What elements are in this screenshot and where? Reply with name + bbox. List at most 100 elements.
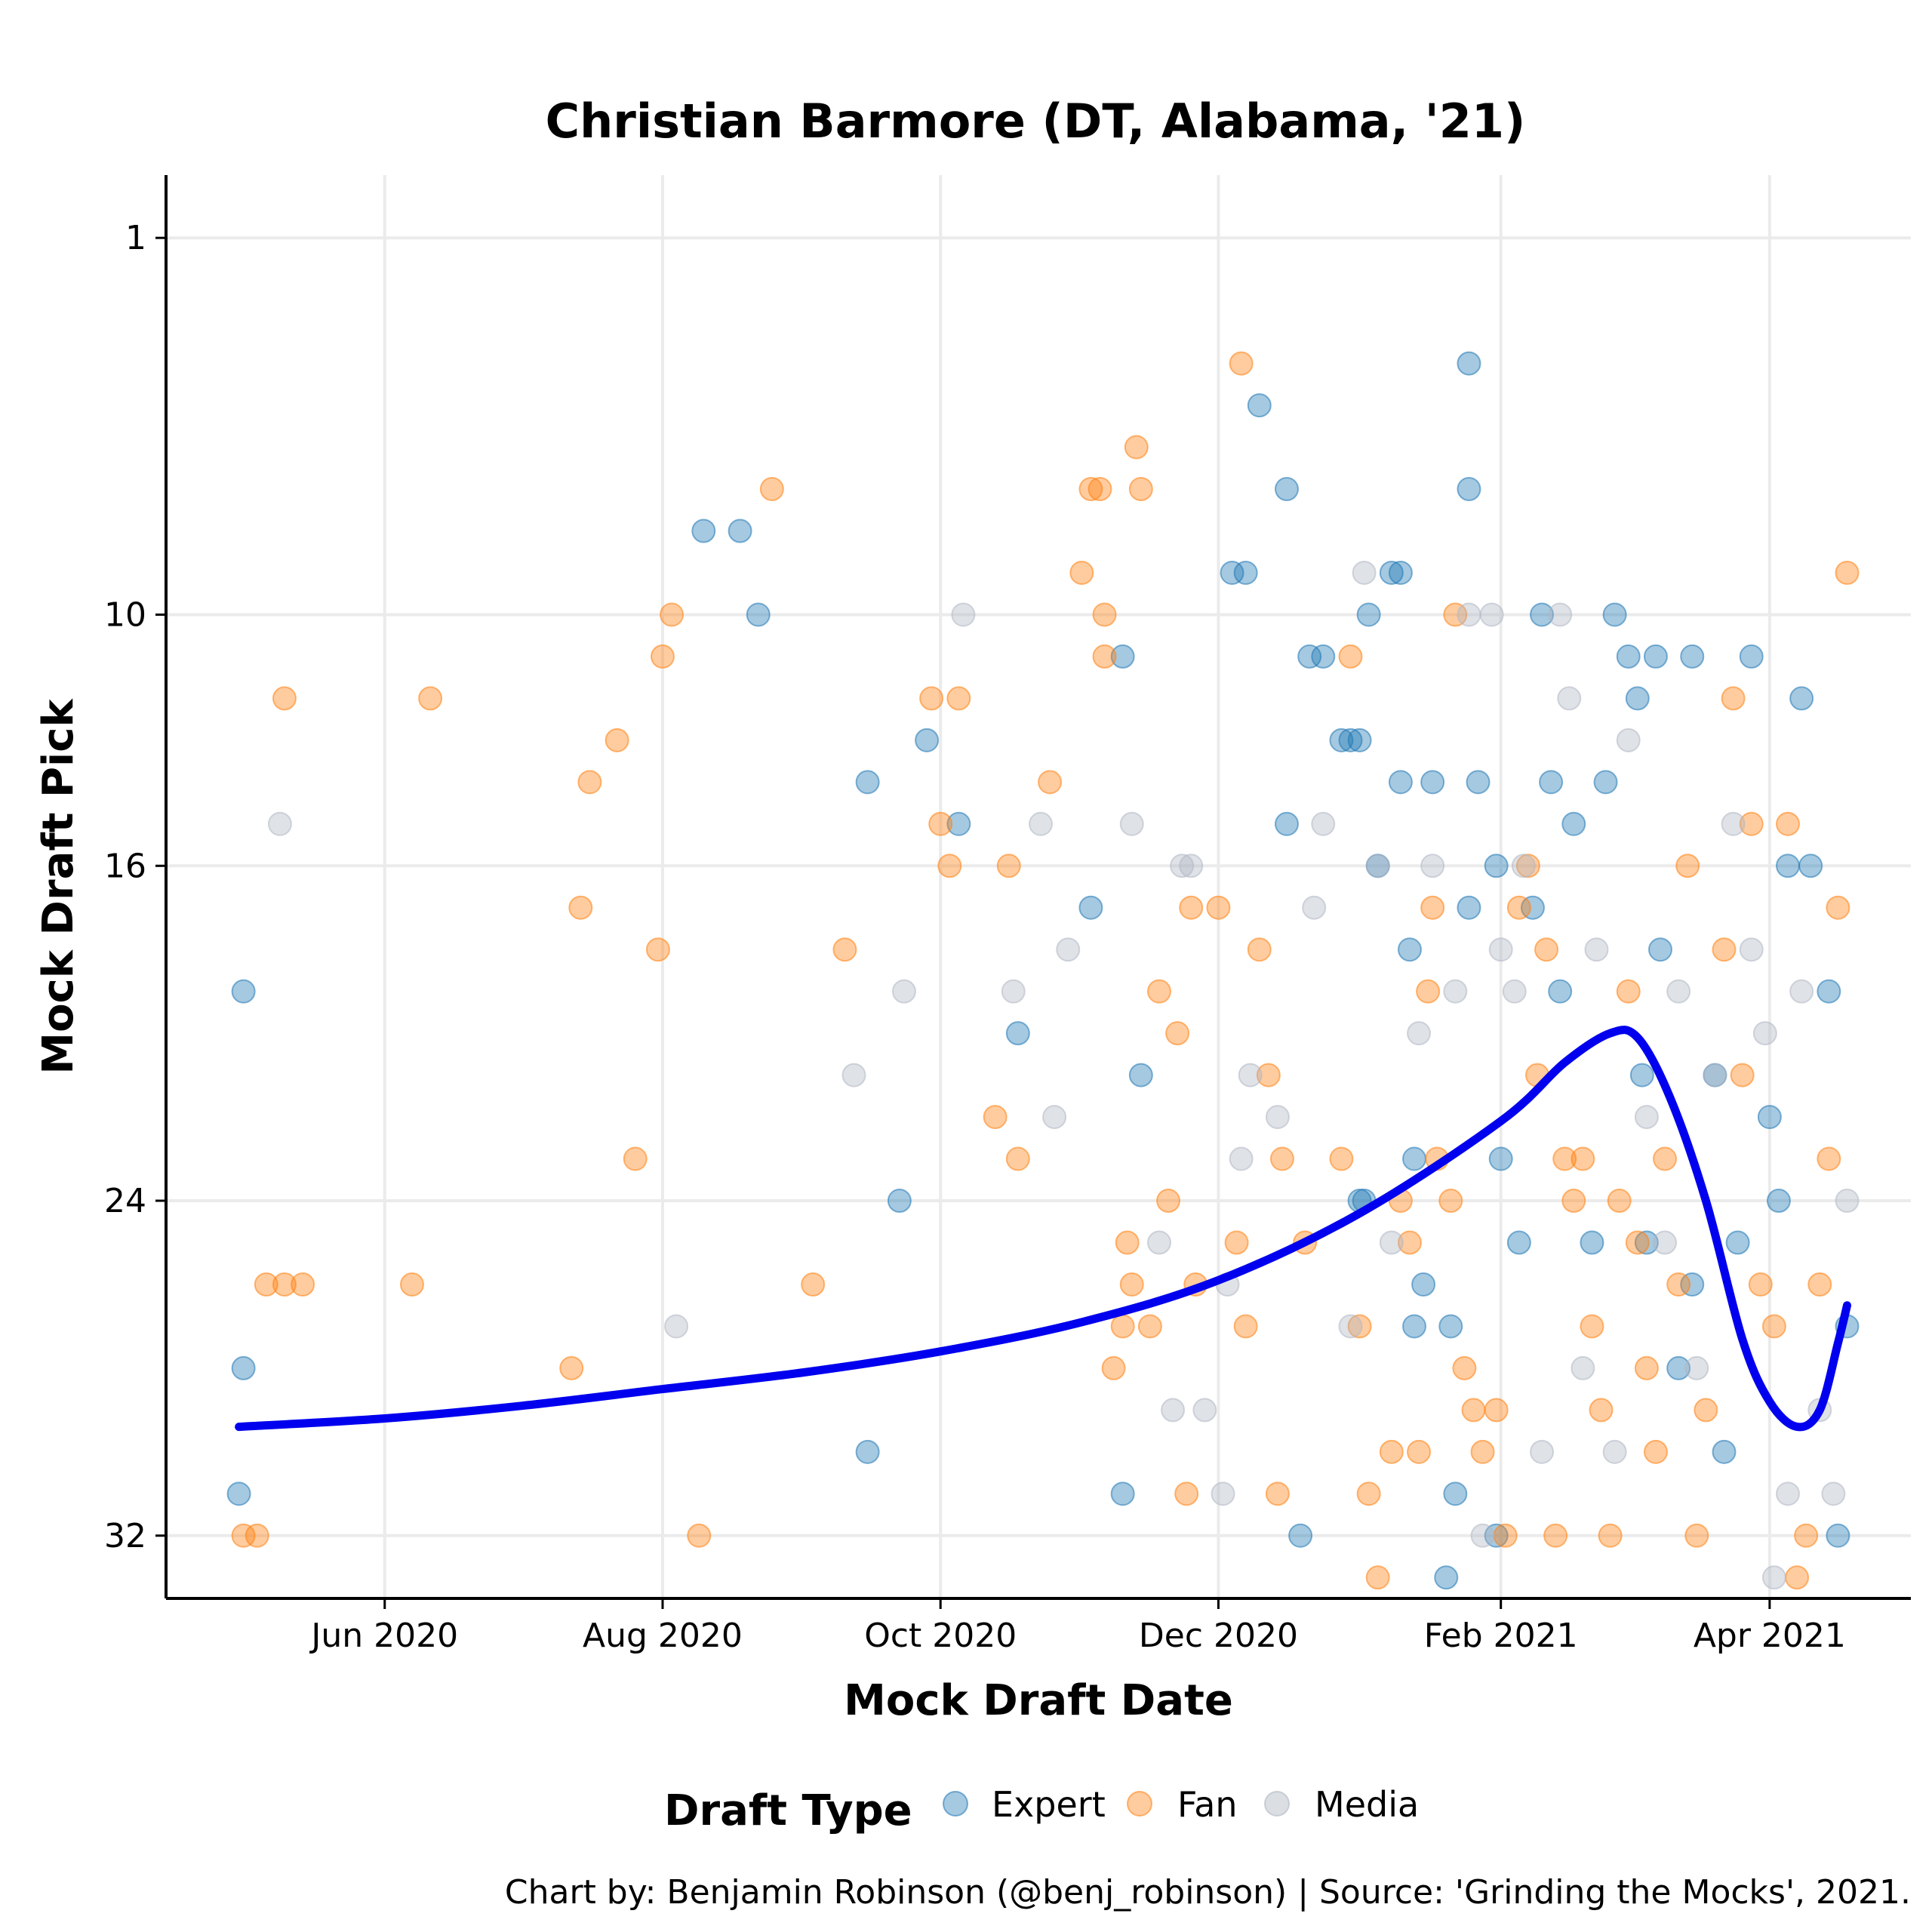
point-fan [1571, 1146, 1595, 1171]
point-fan [1247, 937, 1272, 962]
point-expert [1634, 1230, 1659, 1255]
point-expert [1680, 1272, 1705, 1297]
point-fan [1721, 686, 1746, 711]
y-tick-label: 1 [125, 219, 146, 257]
point-media [1470, 1523, 1495, 1548]
point-fan [832, 937, 857, 962]
point-expert [1457, 895, 1481, 920]
point-media [891, 979, 916, 1004]
point-fan [1598, 1523, 1623, 1548]
point-fan [1115, 1230, 1140, 1255]
x-tick-label: Oct 2020 [864, 1617, 1017, 1655]
point-expert [855, 770, 880, 795]
point-media [1776, 1481, 1801, 1506]
y-tick-label: 24 [104, 1182, 146, 1220]
point-media [1042, 1105, 1067, 1130]
point-media [1653, 1230, 1678, 1255]
point-media [1557, 686, 1582, 711]
point-expert [1647, 937, 1672, 962]
point-fan [1684, 1523, 1709, 1548]
point-media [1146, 1230, 1171, 1255]
point-fan [1329, 1146, 1354, 1171]
point-media [1789, 979, 1814, 1004]
point-fan [759, 477, 784, 502]
point-media [1420, 854, 1445, 878]
point-expert [1329, 728, 1354, 752]
legend-title: Draft Type [664, 1786, 912, 1835]
point-fan [1038, 770, 1063, 795]
point-expert [1388, 560, 1413, 585]
point-media [951, 602, 976, 627]
point-fan [1179, 895, 1204, 920]
point-media [1511, 854, 1536, 878]
point-expert [1817, 979, 1841, 1004]
point-media [1211, 1481, 1235, 1506]
point-fan [1675, 854, 1700, 878]
point-media [841, 1063, 866, 1088]
legend-key-media [1264, 1791, 1290, 1817]
point-fan [1206, 895, 1231, 920]
point-fan [1493, 1523, 1518, 1548]
x-tick-label: Aug 2020 [583, 1617, 743, 1655]
point-fan [983, 1105, 1008, 1130]
point-fan [996, 854, 1021, 878]
point-fan [1561, 1189, 1586, 1214]
point-fan [1761, 1314, 1786, 1339]
point-fan [272, 1272, 297, 1297]
point-media [1666, 979, 1691, 1004]
point-fan [605, 728, 629, 752]
point-media [1170, 854, 1195, 878]
point-fan [1356, 1481, 1381, 1506]
point-expert [1766, 1189, 1791, 1214]
point-fan [660, 602, 685, 627]
point-fan [1128, 477, 1153, 502]
legend-key-fan [1127, 1791, 1152, 1817]
point-expert [1233, 560, 1258, 585]
point-expert [1457, 351, 1481, 376]
point-fan [645, 937, 670, 962]
point-expert [728, 518, 752, 543]
chart-title: Christian Barmore (DT, Alabama, '21) [546, 94, 1526, 149]
point-expert [1506, 1230, 1531, 1255]
point-media [1821, 1481, 1846, 1506]
y-ticks: 1 10 16 24 32 [104, 219, 166, 1555]
point-expert [1680, 644, 1705, 669]
point-media [1407, 1021, 1432, 1046]
point-expert [1338, 728, 1363, 752]
point-media [1584, 937, 1609, 962]
point-fan [650, 644, 675, 669]
point-media [1684, 1355, 1709, 1380]
point-fan [1224, 1230, 1249, 1255]
point-fan [937, 854, 962, 878]
point-fan [1146, 979, 1171, 1004]
point-fan [1174, 1481, 1199, 1506]
point-fan [1092, 644, 1117, 669]
point-media [1192, 1398, 1217, 1423]
x-tick-label: Jun 2020 [309, 1617, 458, 1655]
point-media [1229, 1146, 1254, 1171]
x-tick-label: Dec 2020 [1139, 1617, 1298, 1655]
point-fan [1470, 1439, 1495, 1464]
point-media [1119, 811, 1144, 836]
point-media [1634, 1105, 1659, 1130]
point-fan [418, 686, 443, 711]
point-media [267, 811, 292, 836]
point-expert [1580, 1230, 1604, 1255]
point-fan [1407, 1439, 1432, 1464]
point-fan [1776, 811, 1801, 836]
point-expert [1712, 1439, 1737, 1464]
point-expert [1457, 477, 1481, 502]
point-expert [1110, 644, 1135, 669]
point-fan [1119, 1272, 1144, 1297]
point-media [1548, 602, 1573, 627]
point-fan [254, 1272, 278, 1297]
legend-label-media: Media [1315, 1784, 1419, 1825]
point-media [1488, 937, 1513, 962]
point-expert [1666, 1355, 1691, 1380]
point-fan [1165, 1021, 1190, 1046]
point-fan [801, 1272, 826, 1297]
point-fan [1589, 1398, 1614, 1423]
point-fan [568, 895, 593, 920]
trend-line [235, 1026, 1851, 1432]
